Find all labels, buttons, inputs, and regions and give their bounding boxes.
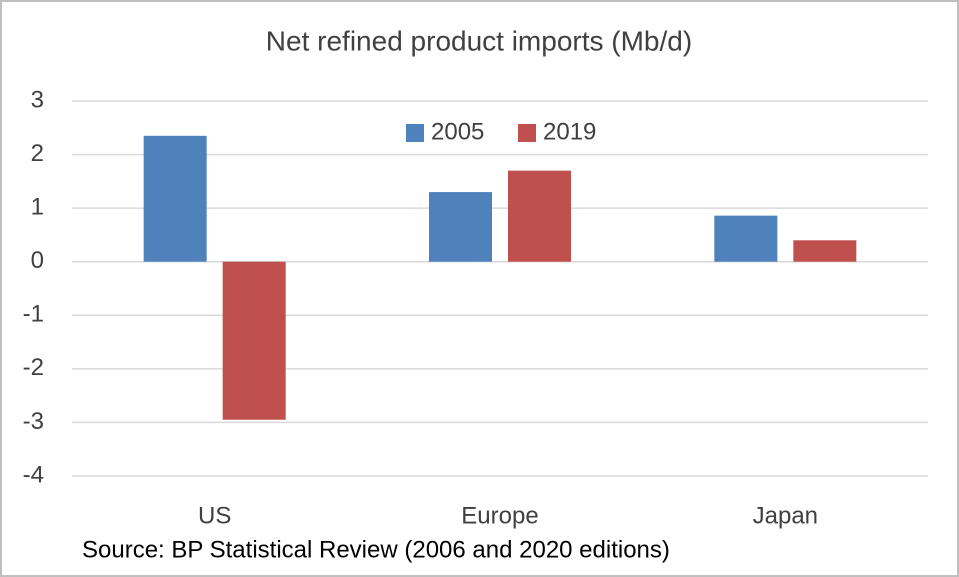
y-tick-label: -3: [23, 408, 44, 435]
y-tick-label: 0: [31, 247, 44, 274]
bar: [793, 240, 857, 262]
legend-label: 2019: [543, 118, 596, 145]
legend-swatch: [406, 124, 424, 142]
bar: [508, 170, 571, 262]
legend-swatch: [518, 124, 536, 142]
y-tick-label: -1: [23, 301, 44, 328]
x-tick-label: Japan: [753, 502, 818, 529]
bar: [143, 135, 207, 262]
source-note: Source: BP Statistical Review (2006 and …: [82, 536, 670, 563]
y-tick-label: -2: [23, 354, 44, 381]
bar: [429, 192, 492, 262]
y-tick-label: 2: [31, 140, 44, 167]
y-tick-label: -4: [23, 461, 44, 488]
x-tick-label: Europe: [461, 502, 538, 529]
bar: [222, 261, 286, 420]
y-tick-label: 3: [31, 86, 44, 113]
legend-label: 2005: [431, 118, 484, 145]
chart-title: Net refined product imports (Mb/d): [266, 25, 692, 56]
y-tick-label: 1: [31, 193, 44, 220]
x-tick-label: US: [198, 502, 231, 529]
bar: [714, 215, 778, 262]
